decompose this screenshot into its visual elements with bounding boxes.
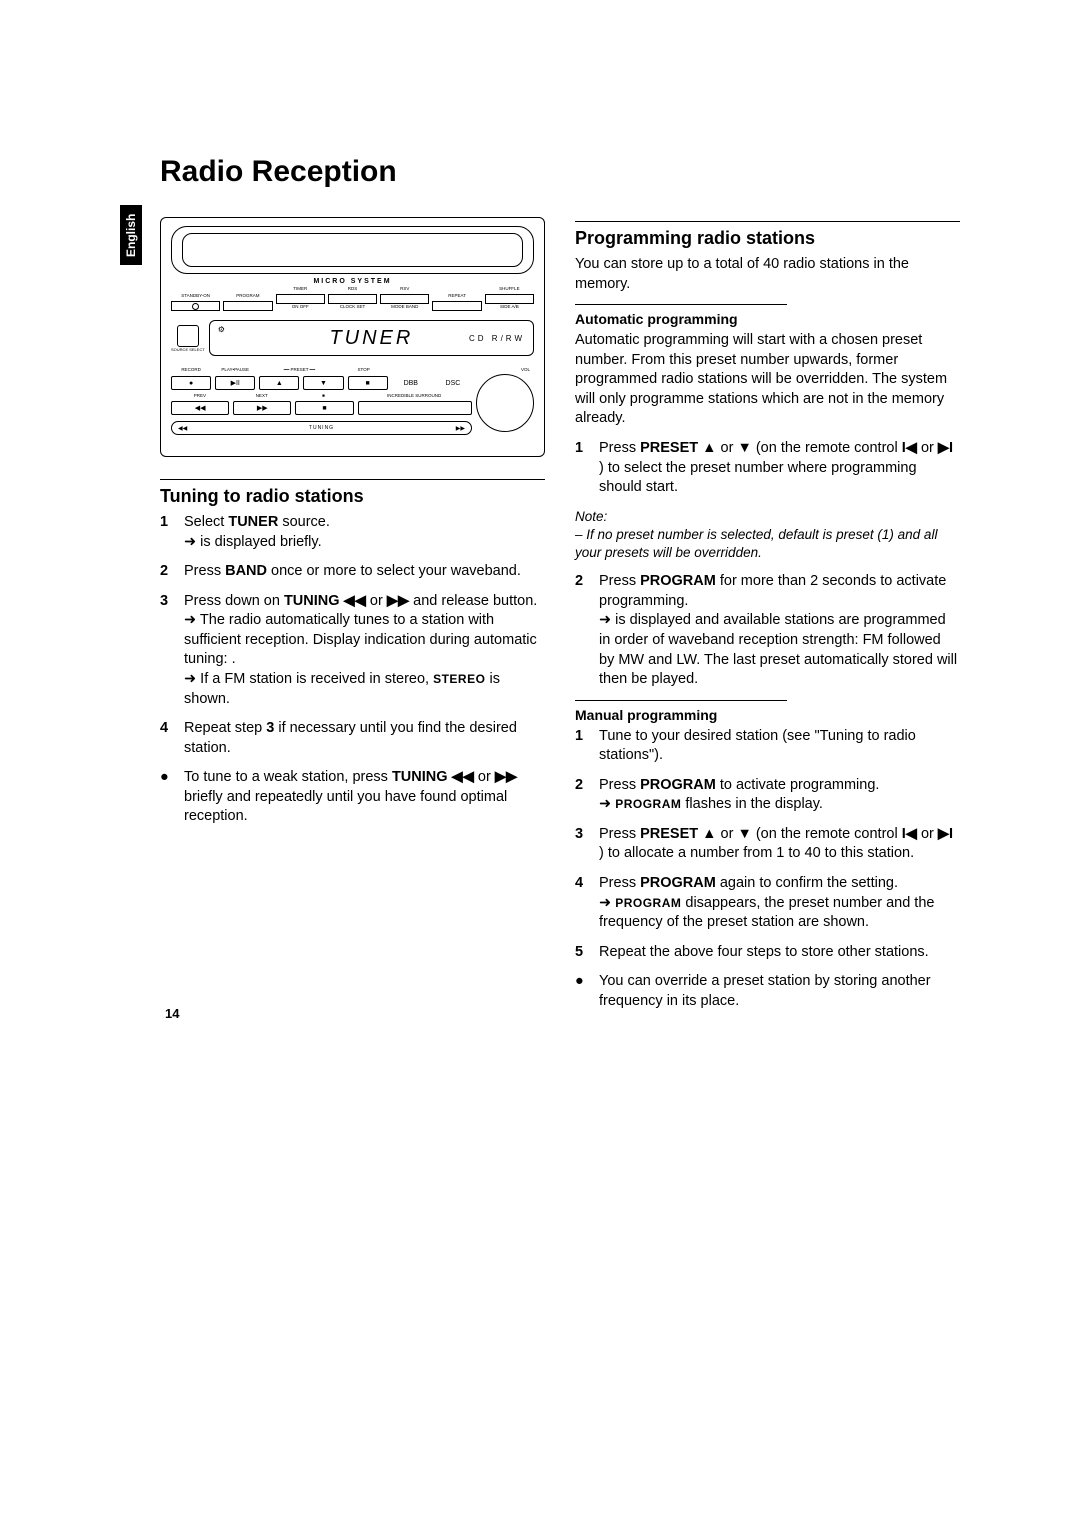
instruction-step: 2Press PROGRAM for more than 2 seconds t… (575, 572, 960, 689)
page-number: 14 (165, 1006, 179, 1021)
tuning-heading: Tuning to radio stations (160, 486, 545, 507)
programming-intro: You can store up to a total of 40 radio … (575, 255, 960, 294)
instruction-step: 3Press down on TUNING ◀◀ or ▶▶ and relea… (160, 592, 545, 709)
instruction-step: 5Repeat the above four steps to store ot… (575, 943, 960, 963)
device-brand: MICRO SYSTEM (171, 278, 534, 285)
device-illustration: MICRO SYSTEM STANDBY-ON PROGRAM TIMERON … (160, 217, 545, 457)
device-display: ⚙ TUNER CD R/RW (209, 320, 534, 356)
auto-programming-heading: Automatic programming (575, 311, 960, 327)
instruction-step: 2Press BAND once or more to select your … (160, 562, 545, 582)
language-tab: English (120, 205, 142, 265)
instruction-step: ●To tune to a weak station, press TUNING… (160, 768, 545, 827)
programming-heading: Programming radio stations (575, 228, 960, 249)
page-title: Radio Reception (160, 155, 960, 189)
instruction-step: 1Press PRESET ▲ or ▼ (on the remote cont… (575, 439, 960, 498)
instruction-step: ●You can override a preset station by st… (575, 972, 960, 1011)
instruction-step: 4Press PROGRAM again to confirm the sett… (575, 874, 960, 933)
instruction-step: 1Tune to your desired station (see "Tuni… (575, 727, 960, 766)
instruction-step: 2Press PROGRAM to activate programming.➜… (575, 776, 960, 815)
instruction-step: 4Repeat step 3 if necessary until you fi… (160, 719, 545, 758)
instruction-step: 1Select TUNER source.➜ is displayed brie… (160, 513, 545, 552)
manual-programming-heading: Manual programming (575, 707, 960, 723)
device-top-buttons: STANDBY-ON PROGRAM TIMERON OFF RDSCLOCK … (171, 289, 534, 311)
instruction-step: 3Press PRESET ▲ or ▼ (on the remote cont… (575, 825, 960, 864)
auto-note: Note: – If no preset number is selected,… (575, 508, 960, 563)
auto-programming-intro: Automatic programming will start with a … (575, 331, 960, 429)
volume-dial (476, 374, 534, 432)
